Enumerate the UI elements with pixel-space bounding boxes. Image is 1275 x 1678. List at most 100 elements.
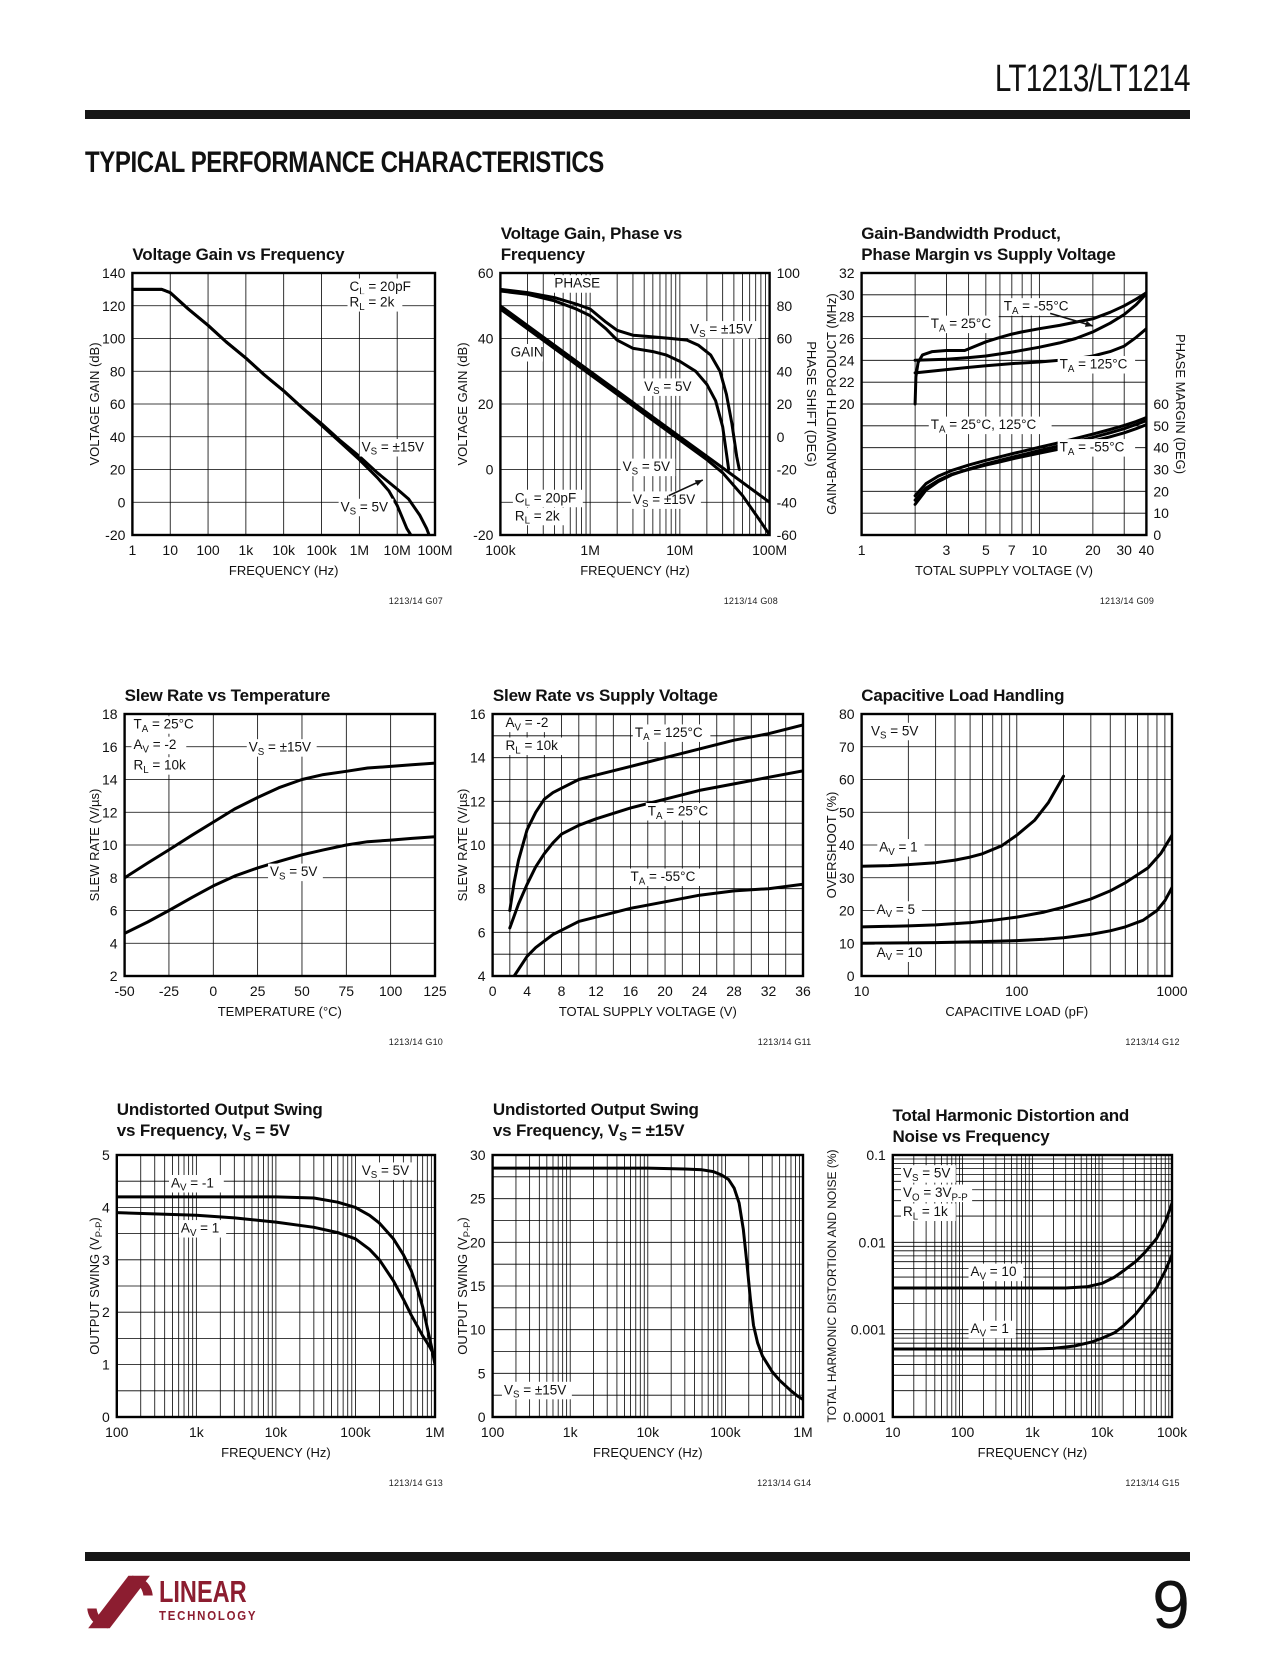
- svg-text:TA = -55°C: TA = -55°C: [631, 869, 696, 887]
- svg-text:1k: 1k: [238, 542, 254, 558]
- svg-text:0: 0: [478, 1409, 486, 1425]
- svg-text:14: 14: [102, 772, 118, 788]
- chart-canvas: VS = ±15V 100 1k 10k 100k 1M FREQUENCY (Hz) 0 5 1…: [455, 1147, 813, 1460]
- chart-series: [132, 287, 431, 535]
- svg-text:10: 10: [162, 542, 178, 558]
- svg-text:VS = ±15V: VS = ±15V: [249, 740, 311, 758]
- svg-text:OUTPUT SWING (VP-P): OUTPUT SWING (VP-P): [455, 1217, 472, 1354]
- svg-text:1M: 1M: [350, 542, 369, 558]
- svg-text:AV = 1: AV = 1: [970, 1321, 1008, 1339]
- svg-text:100: 100: [1005, 983, 1029, 999]
- svg-text:VS = ±15V: VS = ±15V: [633, 492, 695, 510]
- svg-text:8: 8: [558, 983, 566, 999]
- svg-text:AV = -2: AV = -2: [506, 715, 549, 733]
- chart-code: 1213/14 G10: [388, 1037, 443, 1047]
- svg-text:125: 125: [423, 983, 447, 999]
- svg-text:8: 8: [478, 881, 486, 897]
- chart-annotations: TA = 25°C AV = -2 RL = 10k VS = ±15V VS = 5V: [131, 716, 323, 882]
- svg-text:20: 20: [110, 462, 126, 478]
- svg-text:20: 20: [1085, 542, 1101, 558]
- svg-text:28: 28: [727, 983, 743, 999]
- svg-text:3: 3: [942, 542, 950, 558]
- chart-canvas: AV = -1 AV = 1 VS = 5V 100 1k 10k 100k 1M FREQUE…: [87, 1147, 445, 1460]
- chart-output-swing-vs-frequency-15v: Undistorted Output Swing vs Frequency, VS…: [453, 1097, 821, 1488]
- svg-text:10: 10: [839, 935, 855, 951]
- chart-code: 1213/14 G09: [1099, 596, 1155, 606]
- svg-text:20: 20: [777, 396, 793, 412]
- svg-text:4: 4: [102, 1199, 110, 1215]
- chart-canvas: TA = -55°C TA = 25°C TA = 125°C TA = 25°C, …: [824, 265, 1188, 578]
- chart-canvas: AV = -2 RL = 10k TA = 125°C TA = 25°C TA = -…: [455, 706, 811, 1019]
- svg-text:30: 30: [1116, 542, 1132, 558]
- svg-text:24: 24: [692, 983, 708, 999]
- chart-slew-rate-vs-temperature: Slew Rate vs Temperature TA = 25°C AV = -2…: [85, 656, 453, 1047]
- svg-text:10k: 10k: [1091, 1424, 1115, 1440]
- svg-text:VS = 5V: VS = 5V: [341, 499, 388, 517]
- svg-text:20: 20: [839, 396, 855, 412]
- svg-text:140: 140: [102, 265, 126, 281]
- svg-text:10M: 10M: [667, 542, 694, 558]
- svg-text:1: 1: [857, 542, 865, 558]
- svg-text:6: 6: [478, 924, 486, 940]
- svg-text:FREQUENCY (Hz): FREQUENCY (Hz): [977, 1445, 1087, 1460]
- svg-text:OVERSHOOT (%): OVERSHOOT (%): [824, 792, 839, 899]
- svg-text:TA = -55°C: TA = -55°C: [1003, 299, 1068, 317]
- chart-code: 1213/14 G12: [1125, 1037, 1180, 1047]
- svg-text:AV = 5: AV = 5: [876, 902, 914, 920]
- footer-rule: [85, 1552, 1190, 1561]
- svg-text:100: 100: [105, 1424, 129, 1440]
- svg-text:4: 4: [110, 935, 118, 951]
- svg-text:75: 75: [339, 983, 355, 999]
- svg-text:25: 25: [470, 1191, 486, 1207]
- svg-text:70: 70: [839, 739, 855, 755]
- svg-text:30: 30: [839, 870, 855, 886]
- chart-annotations: AV = -1 AV = 1 VS = 5V: [168, 1162, 415, 1239]
- svg-text:VS = 5V: VS = 5V: [871, 723, 918, 741]
- chart-series: [892, 1201, 1172, 1351]
- svg-text:-25: -25: [159, 983, 179, 999]
- chart-annotations: PHASE GAIN VS = ±15V VS = 5V VS = 5V VS = ±15…: [508, 275, 759, 527]
- svg-text:16: 16: [102, 739, 118, 755]
- svg-text:100k: 100k: [340, 1424, 371, 1440]
- svg-text:80: 80: [777, 298, 793, 314]
- svg-text:26: 26: [839, 331, 855, 347]
- svg-text:100k: 100k: [1156, 1424, 1187, 1440]
- svg-text:18: 18: [102, 706, 118, 722]
- header-rule: [85, 110, 1190, 119]
- svg-text:100: 100: [196, 542, 220, 558]
- svg-text:16: 16: [470, 706, 486, 722]
- svg-text:22: 22: [839, 374, 855, 390]
- svg-text:100M: 100M: [752, 542, 787, 558]
- chart-series: [500, 287, 770, 535]
- svg-text:2: 2: [110, 968, 118, 984]
- svg-text:OUTPUT SWING (VP-P): OUTPUT SWING (VP-P): [87, 1217, 104, 1354]
- svg-text:100k: 100k: [306, 542, 337, 558]
- chart-thd-noise-vs-frequency: Total Harmonic Distortion and Noise vs Fr…: [822, 1097, 1190, 1488]
- svg-text:TA = -55°C: TA = -55°C: [1059, 440, 1124, 458]
- svg-text:14: 14: [470, 750, 486, 766]
- svg-text:0: 0: [118, 494, 126, 510]
- svg-text:100: 100: [379, 983, 403, 999]
- svg-text:20: 20: [1153, 483, 1169, 499]
- svg-text:TA = 25°C: TA = 25°C: [133, 717, 194, 735]
- svg-text:CL = 20pF: CL = 20pF: [350, 279, 411, 297]
- svg-text:0: 0: [777, 429, 785, 445]
- chart-gain-bandwidth-phase-margin-vs-supply-voltage: Gain-Bandwidth Product, Phase Margin vs S…: [822, 215, 1190, 606]
- svg-text:12: 12: [102, 804, 118, 820]
- svg-text:50: 50: [294, 983, 310, 999]
- svg-text:0.0001: 0.0001: [843, 1409, 886, 1425]
- svg-text:FREQUENCY (Hz): FREQUENCY (Hz): [581, 563, 691, 578]
- svg-text:24: 24: [839, 352, 855, 368]
- chart-title: Voltage Gain vs Frequency: [132, 245, 345, 264]
- section-title: TYPICAL PERFORMANCE CHARACTERISTICS: [85, 146, 604, 179]
- svg-text:GAIN-BANDWIDTH PRODUCT (MHz): GAIN-BANDWIDTH PRODUCT (MHz): [824, 293, 839, 514]
- chart-series: [124, 761, 435, 935]
- svg-text:6: 6: [110, 903, 118, 919]
- svg-text:TA = 25°C: TA = 25°C: [648, 804, 709, 822]
- svg-text:20: 20: [658, 983, 674, 999]
